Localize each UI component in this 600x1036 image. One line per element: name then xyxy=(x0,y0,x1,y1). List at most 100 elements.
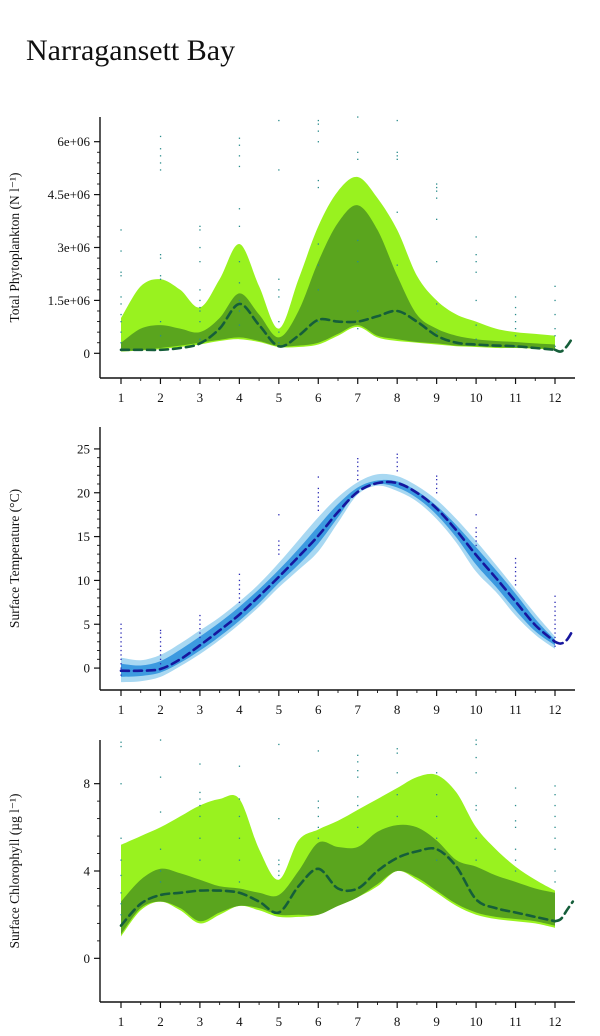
phyto-obs-point xyxy=(199,225,201,227)
phyto-obs-point xyxy=(475,299,477,302)
phyto-x-tick-label: 8 xyxy=(394,390,401,405)
chl-obs-point xyxy=(120,892,122,894)
temp-obs-point xyxy=(238,573,241,575)
phyto-obs-point xyxy=(554,335,556,337)
temp-obs-point xyxy=(120,658,122,660)
temp-y-axis-label: Surface Temperature (°C) xyxy=(7,489,22,628)
temp-obs-point xyxy=(199,636,201,639)
phyto-obs-point xyxy=(120,342,122,344)
phyto-obs-point xyxy=(159,155,162,157)
chl-obs-point xyxy=(396,772,398,774)
chl-obs-point xyxy=(475,859,477,861)
chl-obs-point xyxy=(120,874,122,877)
phyto-obs-point xyxy=(199,229,201,231)
chl-x-tick-label: 5 xyxy=(276,1014,283,1029)
chl-y-tick-label: 4 xyxy=(84,864,91,879)
temp-obs-point xyxy=(436,487,438,490)
temp-obs-point xyxy=(317,500,319,503)
chl-obs-point xyxy=(357,796,359,798)
chl-x-tick-label: 8 xyxy=(394,1014,401,1029)
phyto-obs-point xyxy=(120,229,122,231)
phyto-obs-point xyxy=(120,250,122,252)
temp-obs-point xyxy=(199,614,201,617)
temp-obs-point xyxy=(159,629,162,632)
chl-obs-point xyxy=(514,848,517,850)
phyto-obs-point xyxy=(238,324,241,326)
chl-x-tick-label: 10 xyxy=(470,1014,483,1029)
phyto-y-tick-label: 1.5e+06 xyxy=(48,293,91,308)
chl-median-tail xyxy=(553,900,575,923)
temp-obs-point xyxy=(357,479,359,481)
phyto-obs-point xyxy=(317,130,319,132)
phyto-obs-point xyxy=(199,321,201,323)
phyto-obs-point xyxy=(278,296,280,298)
phyto-obs-point xyxy=(238,155,241,157)
phyto-obs-point xyxy=(199,306,201,309)
phyto-obs-point xyxy=(199,246,201,249)
temp-y-tick-label: 15 xyxy=(77,529,90,544)
chl-obs-point xyxy=(199,815,201,818)
phyto-obs-point xyxy=(278,119,280,122)
phyto-obs-point xyxy=(396,151,398,153)
temp-median-tail xyxy=(553,629,575,645)
chl-x-tick-label: 9 xyxy=(433,1014,440,1029)
temp-obs-point xyxy=(514,584,517,586)
chl-obs-point xyxy=(317,837,319,839)
temp-obs-point xyxy=(238,597,241,599)
temp-outer-band xyxy=(121,473,555,683)
temp-obs-point xyxy=(475,544,477,547)
temp-obs-point xyxy=(396,470,398,472)
chl-obs-point xyxy=(554,881,556,883)
chl-obs-point xyxy=(238,765,241,767)
temp-obs-point xyxy=(436,475,438,477)
phyto-obs-point xyxy=(317,264,319,266)
temp-obs-point xyxy=(475,540,477,542)
phyto-obs-point xyxy=(120,303,122,305)
chl-obs-point xyxy=(554,848,556,850)
phyto-y-tick-label: 3e+06 xyxy=(57,240,90,255)
phyto-x-tick-label: 4 xyxy=(236,390,243,405)
phyto-obs-point xyxy=(357,310,359,312)
phyto-obs-point xyxy=(317,141,319,143)
chl-obs-point xyxy=(436,794,438,796)
phyto-x-tick-label: 2 xyxy=(157,390,164,405)
chl-x-tick-label: 3 xyxy=(197,1014,204,1029)
chl-obs-point xyxy=(238,798,241,800)
phyto-obs-point xyxy=(238,225,241,227)
phyto-y-axis-label: Total Phytoplankton (N l⁻¹) xyxy=(7,172,22,322)
phyto-obs-point xyxy=(238,261,241,263)
chl-obs-point xyxy=(317,826,319,828)
temp-x-tick-label: 7 xyxy=(354,702,361,717)
phyto-x-tick-label: 11 xyxy=(509,390,522,405)
chl-obs-point xyxy=(436,837,438,839)
phyto-x-tick-label: 3 xyxy=(197,390,204,405)
chl-obs-point xyxy=(514,870,517,872)
temp-obs-point xyxy=(396,465,398,468)
temp-obs-point xyxy=(159,632,162,634)
temp-obs-point xyxy=(514,579,517,582)
chl-obs-point xyxy=(238,859,241,861)
chl-obs-point xyxy=(357,761,359,763)
phyto-obs-point xyxy=(396,211,398,213)
phyto-obs-point xyxy=(238,144,241,146)
temp-obs-point xyxy=(554,601,556,603)
phyto-y-tick-label: 6e+06 xyxy=(57,134,90,149)
chl-obs-point xyxy=(159,811,162,813)
temp-obs-point xyxy=(514,562,517,564)
chl-obs-point xyxy=(317,815,319,818)
temp-obs-point xyxy=(120,623,122,625)
chl-obs-point xyxy=(436,815,438,818)
temp-x-tick-label: 10 xyxy=(470,702,483,717)
chl-obs-point xyxy=(317,800,319,802)
temp-obs-point xyxy=(238,584,241,586)
temp-y-tick-label: 5 xyxy=(84,617,91,632)
phyto-obs-point xyxy=(436,197,438,199)
chl-x-tick-label: 12 xyxy=(549,1014,562,1029)
temp-obs-point xyxy=(159,654,162,656)
phyto-obs-point xyxy=(396,264,398,266)
chl-obs-point xyxy=(514,820,517,822)
phyto-obs-point xyxy=(436,183,438,185)
chl-y-tick-label: 0 xyxy=(84,951,91,966)
chl-obs-point xyxy=(436,772,438,774)
chl-obs-point xyxy=(120,837,122,839)
